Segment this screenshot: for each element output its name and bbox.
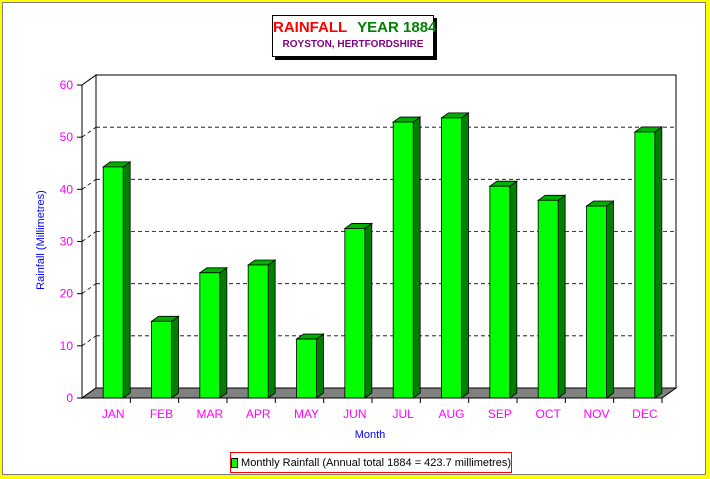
bars (101, 112, 664, 399)
bar (585, 200, 615, 399)
x-tick-label: NOV (583, 407, 609, 421)
bar-front (344, 228, 366, 399)
y-axis-ticks: 0 10 20 30 40 50 60 (60, 78, 83, 405)
bar-front (102, 166, 124, 399)
bar (295, 333, 325, 399)
bar (150, 315, 180, 399)
x-axis-title: Month (355, 429, 386, 441)
chart-title-year: YEAR 1884 (357, 19, 437, 36)
bar-side (557, 194, 566, 399)
chart-title-main: RAINFALL (273, 19, 348, 36)
y-tick-label: 40 (60, 182, 74, 196)
x-tick-label: JAN (102, 407, 125, 421)
y-axis-title: Rainfall (Millimetres) (35, 190, 47, 290)
x-tick-label: APR (246, 407, 271, 421)
bar-front (296, 338, 317, 399)
bar-side (509, 180, 518, 399)
gridlines (81, 74, 676, 347)
gridline-side (81, 231, 97, 242)
y-tick-label: 0 (66, 391, 73, 405)
y-tick-label: 30 (60, 235, 74, 249)
bar-side (122, 161, 131, 399)
bar-front (392, 121, 414, 399)
legend-swatch (231, 457, 239, 468)
bar (440, 112, 470, 399)
legend-entry: Monthly Rainfall (Annual total 1884 = 42… (241, 456, 511, 469)
y-tick-label: 20 (60, 287, 74, 301)
bar-front (489, 185, 511, 399)
y-tick-label: 60 (60, 78, 74, 92)
x-tick-label: MAR (196, 407, 223, 421)
bar-side (316, 333, 324, 399)
bar-side (267, 259, 276, 399)
gridline-side (81, 179, 97, 190)
gridline-side (81, 74, 97, 86)
bar-front (537, 199, 559, 399)
bar (246, 259, 277, 399)
bar-front (151, 320, 172, 399)
x-tick-label: JUN (343, 407, 366, 421)
bar (198, 267, 229, 399)
chart-subtitle: ROYSTON, HERTFORDSHIRE (282, 39, 424, 50)
bar-front (441, 117, 462, 399)
bar-front (247, 264, 269, 399)
x-tick-label: SEP (488, 407, 512, 421)
x-tick-label: FEB (150, 407, 173, 421)
bar-side (654, 126, 663, 399)
bar-front (586, 205, 607, 399)
x-axis-ticks: JAN FEB MAR APR MAY JUN JUL AUG SEP OCT NOV DEC (82, 397, 663, 421)
bar (343, 222, 374, 399)
bar (101, 161, 132, 399)
bar-front (199, 272, 221, 399)
y-tick-label: 10 (60, 339, 74, 353)
chart-title: RAINFALL YEAR 1884 (273, 19, 437, 36)
bar-side (412, 116, 421, 399)
bar-side (364, 222, 373, 399)
bar-front (634, 131, 656, 399)
bar (488, 180, 519, 399)
gridline-side (81, 126, 97, 138)
x-tick-label: OCT (535, 407, 561, 421)
bar-side (171, 315, 179, 399)
gridline-side (81, 335, 97, 347)
x-tick-label: DEC (632, 407, 658, 421)
x-tick-label: MAY (294, 407, 319, 421)
x-tick-label: JUL (392, 407, 414, 421)
bar-side (219, 267, 228, 399)
gridline-side (81, 283, 97, 294)
chart-title-box: RAINFALL YEAR 1884 ROYSTON, HERTFORDSHIRE (272, 15, 437, 57)
x-tick-label: AUG (438, 407, 464, 421)
legend: Monthly Rainfall (Annual total 1884 = 42… (230, 452, 512, 473)
y-tick-label: 50 (60, 130, 74, 144)
bar (536, 194, 567, 399)
bar-side (606, 200, 614, 399)
bar (633, 126, 664, 399)
bar-side (461, 112, 469, 399)
bar (391, 116, 422, 399)
